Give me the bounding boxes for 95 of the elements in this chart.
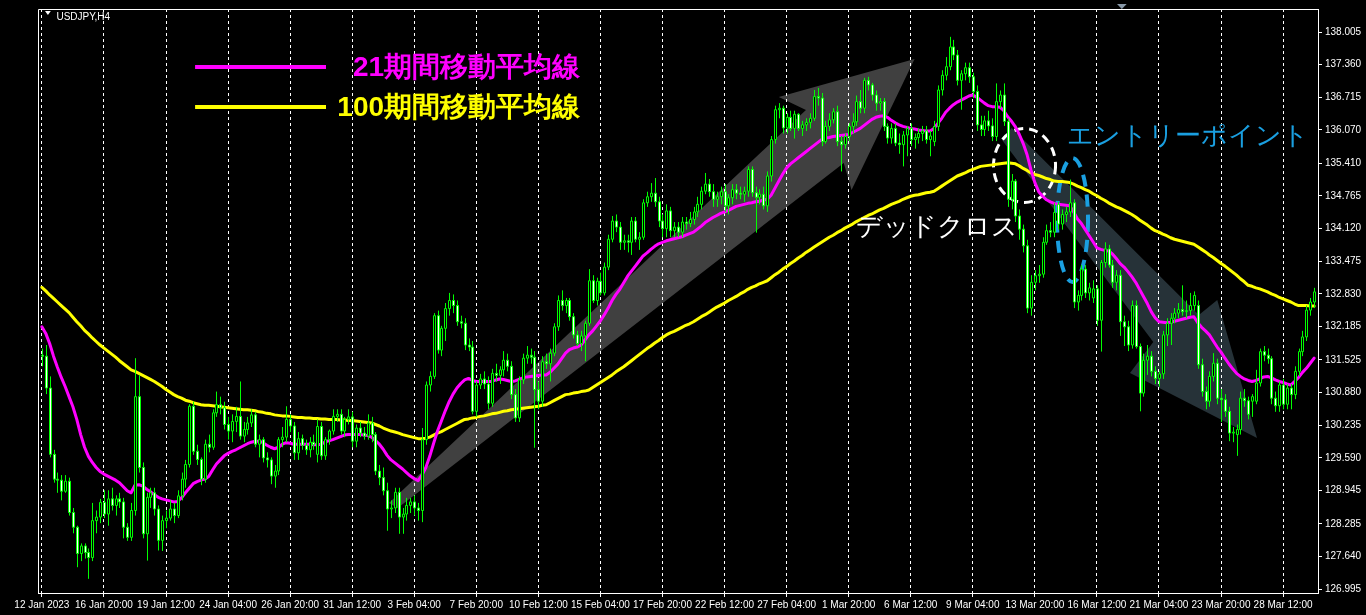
candlestick: [1170, 312, 1173, 346]
candlestick: [60, 474, 63, 501]
x-tick-label: 26 Jan 20:00: [261, 598, 320, 610]
candlestick: [739, 186, 742, 200]
x-tick-label: 21 Mar 04:00: [1129, 598, 1189, 610]
candlestick: [1131, 299, 1134, 350]
annotation: デッドクロス: [856, 211, 1019, 242]
y-tick-label: 131.525: [1325, 353, 1362, 365]
candlestick: [533, 350, 536, 449]
x-tick-label: 3 Feb 04:00: [387, 598, 442, 610]
x-tick-label: 15 Feb 04:00: [570, 598, 631, 610]
candlestick: [204, 439, 207, 484]
candlestick: [262, 436, 265, 463]
candlestick: [669, 206, 672, 238]
x-tick-label: 17 Feb 20:00: [633, 598, 693, 610]
annotation: エントリーポイント: [1066, 120, 1309, 151]
y-tick-label: 127.640: [1325, 550, 1362, 562]
candlestick: [270, 456, 273, 485]
candlestick: [305, 439, 308, 456]
y-tick-label: 134.765: [1325, 189, 1362, 201]
candlestick: [1286, 383, 1289, 410]
candlestick: [821, 92, 824, 147]
candlestick: [398, 487, 401, 535]
candlestick: [902, 130, 905, 167]
y-tick-label: 130.880: [1325, 386, 1362, 398]
y-tick-label: 135.410: [1325, 157, 1362, 169]
candlestick: [1189, 292, 1192, 317]
x-tick-label: 22 Feb 12:00: [695, 598, 755, 610]
y-tick-label: 132.830: [1325, 287, 1362, 299]
y-tick-label: 136.070: [1325, 123, 1362, 135]
x-tick-label: 27 Feb 04:00: [757, 598, 817, 610]
x-tick-label: 23 Mar 20:00: [1191, 598, 1251, 610]
candlestick: [735, 183, 738, 200]
x-tick-label: 7 Feb 20:00: [449, 598, 504, 610]
candlestick: [122, 497, 125, 539]
candlestick: [995, 82, 998, 142]
x-tick-label: 24 Jan 04:00: [199, 598, 258, 610]
y-tick-label: 126.995: [1325, 582, 1362, 594]
y-tick-label: 137.360: [1325, 58, 1362, 70]
candlestick: [1278, 380, 1281, 413]
candlestick: [983, 115, 986, 137]
candlestick: [541, 355, 544, 408]
y-tick-label: 134.120: [1325, 222, 1362, 234]
y-tick-label: 136.715: [1325, 91, 1362, 103]
x-tick-label: 28 Mar 12:00: [1253, 598, 1313, 610]
chart-title: USDJPY,H4: [56, 10, 111, 22]
x-tick-label: 19 Jan 12:00: [137, 598, 196, 610]
candlestick: [793, 110, 796, 140]
candlestick: [471, 340, 474, 415]
candlestick: [491, 368, 494, 408]
candlestick: [239, 380, 242, 441]
x-tick-label: 6 Mar 12:00: [884, 598, 938, 610]
candlestick: [1181, 284, 1184, 317]
x-tick-label: 12 Jan 2023: [14, 598, 70, 610]
candlestick: [917, 127, 920, 145]
candlestick: [665, 203, 668, 238]
y-tick-label: 128.285: [1325, 517, 1362, 529]
y-tick-label: 138.005: [1325, 25, 1362, 37]
x-tick-label: 9 Mar 04:00: [946, 598, 1000, 610]
candlestick: [1084, 264, 1087, 299]
candlestick: [650, 182, 653, 203]
candlestick: [367, 413, 370, 441]
candlestick: [320, 421, 323, 461]
candlestick: [107, 489, 110, 527]
y-tick-label: 133.475: [1325, 255, 1362, 267]
x-tick-label: 10 Feb 12:00: [508, 598, 569, 610]
candlestick: [712, 183, 715, 208]
candlestick: [689, 211, 692, 228]
candlestick: [413, 494, 416, 517]
y-tick-label: 128.945: [1325, 484, 1362, 496]
candlestick: [316, 418, 319, 463]
x-tick-label: 31 Jan 12:00: [323, 598, 382, 610]
x-tick-label: 1 Mar 20:00: [821, 598, 876, 610]
legend-label: 21期間移動平均線: [352, 50, 582, 82]
x-tick-label: 16 Jan 20:00: [75, 598, 134, 610]
x-tick-label: 16 Mar 12:00: [1067, 598, 1127, 610]
legend-label: 100期間移動平均線: [337, 90, 582, 122]
y-tick-label: 130.235: [1325, 418, 1362, 430]
candlestick: [1053, 202, 1056, 238]
candlestick: [596, 277, 599, 307]
candlestick: [681, 216, 684, 238]
candlestick: [464, 317, 467, 351]
candlestick: [630, 216, 633, 256]
x-tick-label: 13 Mar 20:00: [1005, 598, 1065, 610]
candlestick: [285, 405, 288, 443]
candlestick: [677, 221, 680, 238]
candlestick: [863, 77, 866, 114]
y-tick-label: 129.590: [1325, 451, 1362, 463]
candlestick: [747, 165, 750, 198]
candlestick: [890, 122, 893, 145]
candlestick: [340, 408, 343, 436]
candlestick: [309, 436, 312, 458]
candlestick: [921, 125, 924, 142]
y-tick-label: 132.185: [1325, 320, 1362, 332]
candlestick: [805, 117, 808, 132]
